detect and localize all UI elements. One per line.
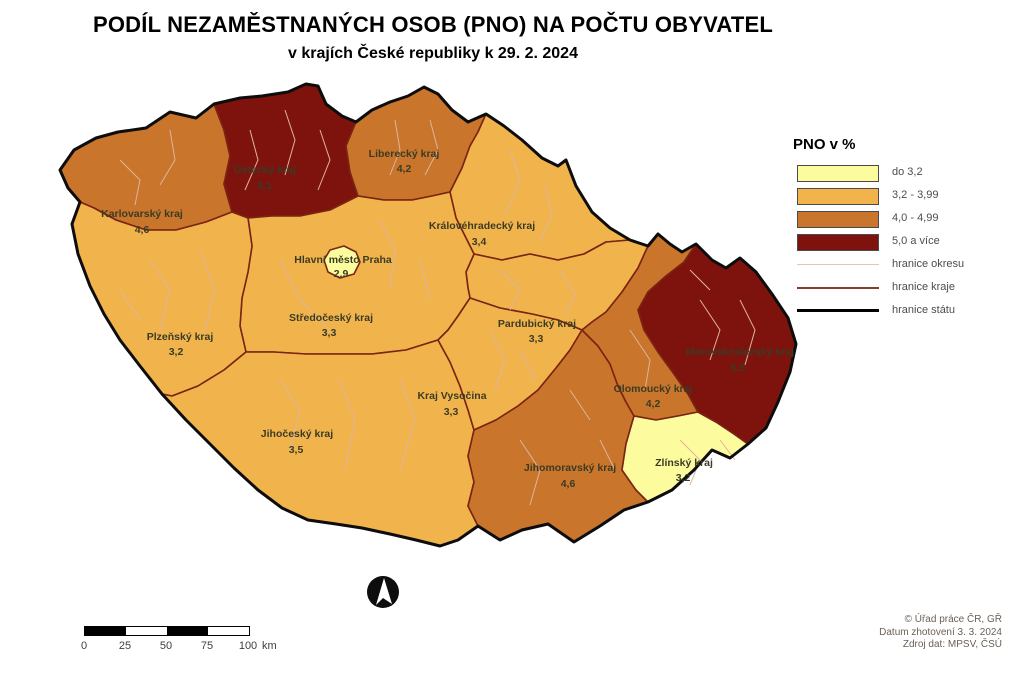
region-value: 5,5	[731, 362, 746, 374]
north-arrow-icon	[367, 576, 399, 608]
region-value: 3,4	[472, 236, 487, 248]
region-label: Olomoucký kraj	[614, 383, 693, 395]
region-value: 3,2	[676, 472, 691, 484]
credit-line: © Úřad práce ČR, GŘ	[904, 614, 1002, 625]
legend-swatch-3-2-3-99	[797, 188, 879, 205]
legend-label: hranice státu	[892, 304, 955, 316]
region-label: Zlínský kraj	[655, 457, 713, 469]
legend-class-row: do 3,2	[793, 163, 1019, 186]
region-value: 3,5	[289, 444, 304, 456]
region-label: Pardubický kraj	[498, 318, 576, 330]
scale-tick: 100	[238, 640, 258, 652]
scale-tick: 25	[118, 640, 132, 652]
legend-label: 5,0 a více	[892, 235, 940, 247]
scale-bar: 0 25 50 75 100 km	[80, 626, 277, 654]
legend-title: PNO v %	[793, 136, 856, 153]
kraj-line-sample	[797, 287, 879, 289]
legend-label: 4,0 - 4,99	[892, 212, 939, 224]
region-label: Karlovarský kraj	[101, 208, 183, 220]
legend-class-row: 3,2 - 3,99	[793, 186, 1019, 209]
region-value: 3,2	[169, 346, 184, 358]
legend-label: 3,2 - 3,99	[892, 189, 939, 201]
title-block: PODÍL NEZAMĚSTNANÝCH OSOB (PNO) NA POČTU…	[0, 12, 866, 63]
region-labels: Karlovarský kraj 4,6 Ústecký kraj 6,1 Li…	[101, 148, 794, 490]
region-label: Hlavní město Praha	[294, 254, 392, 266]
region-value: 6,1	[258, 180, 273, 192]
region-hlavni-mesto-praha	[323, 245, 361, 279]
region-label: Liberecký kraj	[369, 148, 440, 160]
region-value: 2,9	[334, 268, 349, 280]
region-plzensky-kraj	[71, 201, 253, 397]
region-label: Plzeňský kraj	[147, 331, 214, 343]
scale-tick: 75	[200, 640, 214, 652]
okres-boundaries	[119, 109, 756, 506]
legend-boundary-row: hranice státu	[793, 301, 1019, 324]
region-label: Jihomoravský kraj	[524, 462, 616, 474]
region-value: 4,6	[561, 478, 576, 490]
region-value: 4,2	[397, 163, 412, 175]
region-label: Ústecký kraj	[234, 163, 296, 176]
legend-class-row: 5,0 a více	[793, 232, 1019, 255]
credit-line: Zdroj dat: MPSV, ČSÚ	[902, 639, 1002, 650]
credit-line: Datum zhotovení 3. 3. 2024	[879, 626, 1002, 638]
region-label: Jihočeský kraj	[261, 428, 333, 440]
region-label: Královéhradecký kraj	[429, 220, 535, 232]
scale-tick: 0	[80, 640, 88, 652]
state-boundary	[58, 82, 798, 548]
scale-bar-ticks: 0 25 50 75 100 km	[80, 640, 277, 654]
region-value: 4,6	[135, 224, 150, 236]
region-value: 4,2	[646, 398, 661, 410]
scale-bar-segments	[84, 626, 250, 636]
legend-class-row: 4,0 - 4,99	[793, 209, 1019, 232]
legend-label: hranice okresu	[892, 258, 965, 270]
region-ustecky-kraj	[213, 83, 359, 219]
state-line-sample	[797, 309, 879, 312]
region-label: Středočeský kraj	[289, 312, 373, 324]
legend-swatch-4-0-4-99	[797, 211, 879, 228]
scale-unit: km	[262, 640, 277, 652]
page-title: PODÍL NEZAMĚSTNANÝCH OSOB (PNO) NA POČTU…	[92, 12, 773, 37]
scale-tick: 50	[159, 640, 173, 652]
region-label: Kraj Vysočina	[417, 390, 486, 402]
region-label: Moravskoslezský kraj	[686, 346, 794, 358]
legend-boundary-row: hranice okresu	[793, 255, 1019, 278]
region-value: 3,3	[322, 327, 337, 339]
page-subtitle: v krajích České republiky k 29. 2. 2024	[288, 45, 578, 62]
legend-label: hranice kraje	[892, 281, 955, 293]
region-stredocesky-kraj	[239, 191, 475, 355]
okres-line-sample	[797, 264, 879, 265]
region-value: 3,3	[444, 406, 459, 418]
legend-boundary-row: hranice kraje	[793, 278, 1019, 301]
credits-block: © Úřad práce ČR, GŘ Datum zhotovení 3. 3…	[879, 614, 1002, 652]
map-legend: PNO v % do 3,2 3,2 - 3,99 4,0 - 4,99 5,0…	[793, 136, 1019, 324]
legend-swatch-5-0-a-vice	[797, 234, 879, 251]
region-value: 3,3	[529, 333, 544, 345]
legend-swatch-do-3-2	[797, 165, 879, 182]
legend-label: do 3,2	[892, 166, 923, 178]
